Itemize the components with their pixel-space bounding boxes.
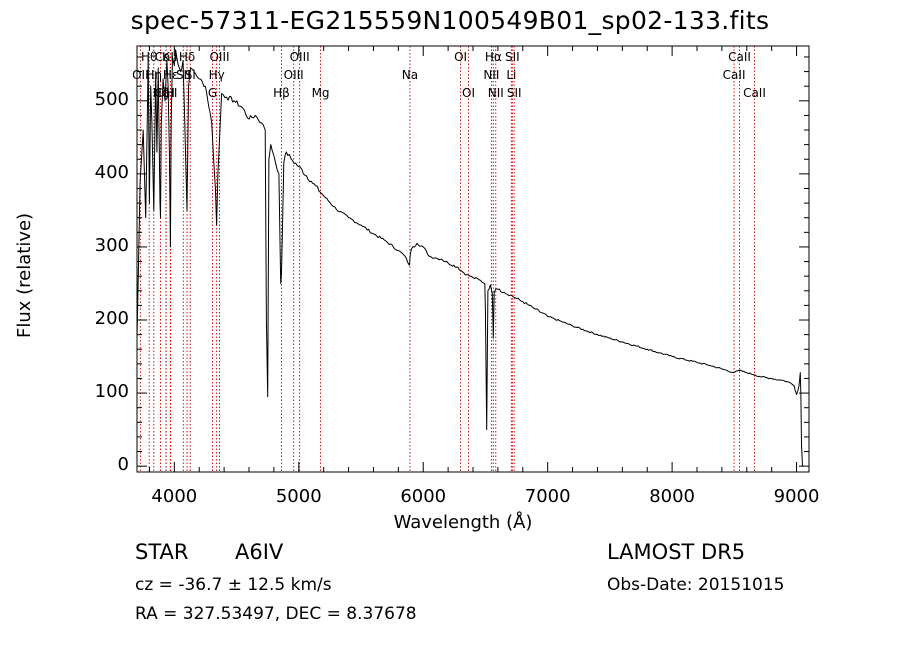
line-label: NII: [483, 68, 499, 82]
x-tick-label: 8000: [649, 486, 696, 507]
survey-name: LAMOST DR5: [607, 540, 746, 564]
line-label: SII: [507, 86, 522, 100]
observation-date: Obs-Date: 20151015: [607, 575, 785, 595]
line-label: Hδ: [179, 50, 195, 64]
redshift-velocity: cz = -36.7 ± 12.5 km/s: [135, 575, 332, 595]
y-tick-label: 500: [94, 88, 129, 110]
x-tick-label: 7000: [524, 486, 571, 507]
line-label: CaII: [723, 68, 746, 82]
coordinates: RA = 327.53497, DEC = 8.37678: [135, 604, 417, 624]
line-label: SII: [505, 50, 520, 64]
line-label: K: [162, 50, 171, 64]
line-label: OII: [132, 68, 149, 82]
line-label: Na: [402, 68, 418, 82]
x-tick-label: 4000: [151, 486, 198, 507]
line-label: OIII: [209, 50, 229, 64]
line-label: Hγ: [209, 68, 225, 82]
x-tick-label: 5000: [275, 486, 322, 507]
line-label: OIII: [284, 68, 304, 82]
emission-line-markers: [139, 46, 755, 472]
line-label: H: [166, 86, 175, 100]
line-label: CaII: [743, 86, 766, 100]
line-label: OI: [454, 50, 467, 64]
object-subclass: A6IV: [235, 540, 284, 564]
y-tick-label: 300: [94, 234, 129, 256]
line-label: G: [208, 86, 217, 100]
x-tick-label: 9000: [773, 486, 820, 507]
line-label: CaII: [728, 50, 751, 64]
line-label: Hα: [485, 50, 502, 64]
line-label: OI: [462, 86, 475, 100]
x-tick-label: 6000: [400, 486, 447, 507]
y-tick-label: 0: [117, 454, 129, 476]
line-label: Li: [506, 68, 516, 82]
chart-title: spec-57311-EG215559N100549B01_sp02-133.f…: [130, 6, 770, 35]
axis-ticks: [137, 46, 809, 472]
y-tick-label: 100: [94, 381, 129, 403]
y-axis-label: Flux (relative): [14, 212, 35, 338]
plot-frame: [136, 45, 810, 473]
line-label: Mg: [312, 86, 330, 100]
y-tick-label: 400: [94, 161, 129, 183]
object-class: STAR: [135, 540, 189, 564]
x-axis-label: Wavelength (Å): [393, 512, 533, 533]
line-label: Hθ: [141, 50, 157, 64]
series-line: [136, 49, 803, 467]
series-layer: [136, 49, 803, 467]
line-label: CaII: [155, 50, 178, 64]
line-label: OIII: [290, 50, 310, 64]
y-tick-label: 200: [94, 308, 129, 329]
line-label: Hβ: [273, 86, 290, 100]
line-label: NII: [488, 86, 504, 100]
